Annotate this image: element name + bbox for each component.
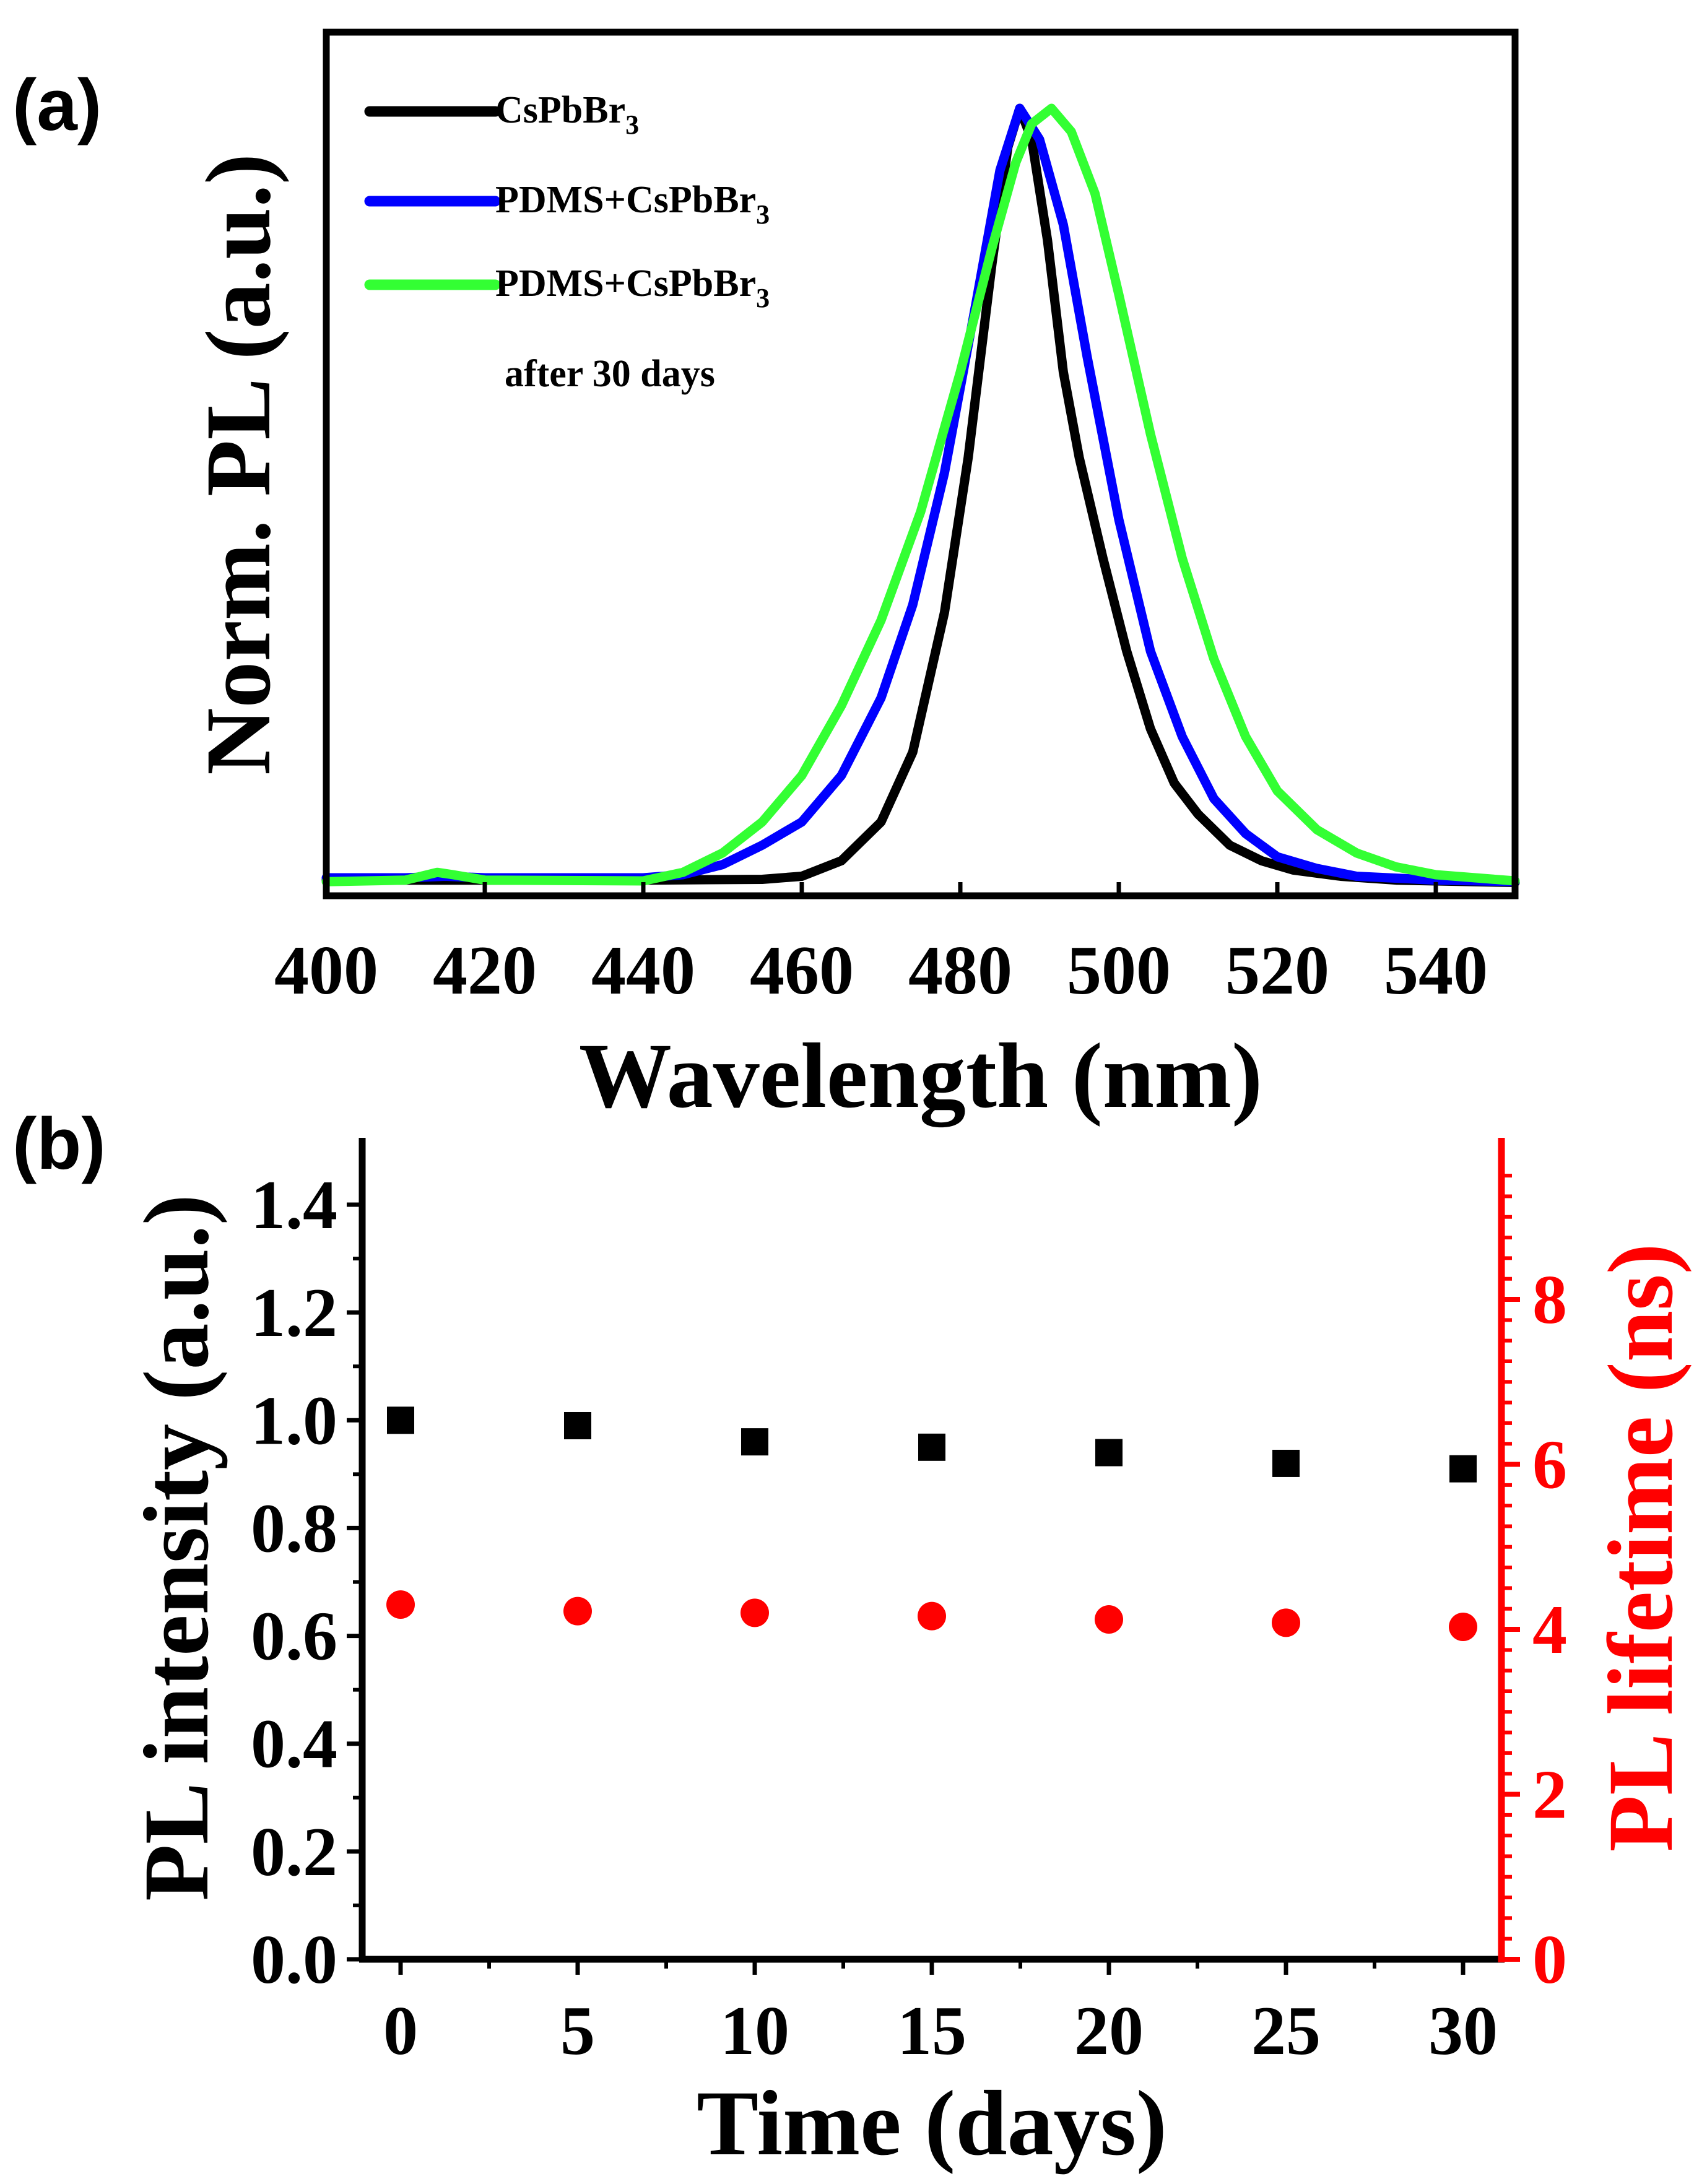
x-tick-label-a: 480	[908, 932, 1012, 1009]
y2-tick-label: 2	[1532, 1757, 1567, 1834]
x-tick-label: 5	[560, 1993, 595, 2069]
panel-a: (a) 400 420 440 460 480 500 520 540 Wavelength …	[12, 28, 1520, 1127]
intensity-point	[564, 1411, 591, 1439]
y-tick-label: 1.0	[251, 1382, 337, 1459]
y2-tick-label: 0	[1532, 1922, 1567, 1998]
x-tick-label: 10	[720, 1993, 789, 2069]
intensity-point	[1095, 1439, 1123, 1467]
x-axis-title-b: Time (days)	[697, 2072, 1167, 2175]
spectrum-curves	[321, 103, 1520, 887]
intensity-point	[918, 1433, 945, 1461]
y-tick-label: 0.8	[251, 1490, 337, 1567]
lifetime-point	[918, 1601, 946, 1631]
intensity-point	[1449, 1455, 1477, 1483]
legend-label-3: PDMS+CsPbBr3	[495, 262, 770, 313]
panel-a-label: (a)	[12, 64, 102, 146]
x-tick-label-a: 540	[1384, 932, 1488, 1009]
plot-a-frame	[323, 28, 1519, 899]
lifetime-point	[563, 1597, 592, 1626]
y-tick-label: 0.6	[251, 1598, 337, 1675]
intensity-point	[1272, 1449, 1300, 1477]
x-axis-title-a: Wavelength (nm)	[579, 1025, 1262, 1127]
axis-ticks-b: 0.0 0.2 0.4 0.6 0.8 1.0 1.2 1.4 0 5 10 15 20 25 30 0 2 4 6…	[251, 1167, 1567, 2069]
y-tick-label: 1.2	[251, 1275, 337, 1351]
x-tick-label: 30	[1428, 1993, 1498, 2069]
legend-label-main: CsPbBr	[495, 89, 625, 131]
y-axis-title-b: PL intensity (a.u.)	[125, 1194, 228, 1901]
series-line-3	[321, 103, 1520, 886]
lifetime-point	[386, 1590, 415, 1619]
legend-label-1: CsPbBr3	[495, 89, 639, 140]
y-tick-label: 0.2	[251, 1814, 337, 1891]
y2-axis-title-b: PL lifetime (ns)	[1589, 1243, 1692, 1852]
panel-b-label: (b)	[12, 1103, 106, 1185]
legend-label-subscript: 3	[756, 199, 770, 230]
y2-tick-label: 4	[1532, 1592, 1567, 1668]
legend-label-main: PDMS+CsPbBr	[495, 262, 756, 305]
x-tick-label-a: 460	[750, 932, 854, 1009]
x-tick-label-a: 400	[274, 932, 378, 1009]
y2-tick-label: 8	[1532, 1262, 1567, 1338]
intensity-point	[387, 1406, 414, 1434]
y-tick-label: 0.4	[251, 1706, 337, 1783]
x-tick-label: 0	[383, 1993, 418, 2069]
legend-label-subscript: 3	[625, 110, 639, 140]
intensity-point	[741, 1428, 768, 1456]
y2-tick-label: 6	[1532, 1427, 1567, 1504]
y-tick-label: 1.4	[251, 1167, 337, 1244]
y-axis-title-a: Norm. PL (a.u.)	[187, 154, 290, 775]
x-tick-label: 15	[897, 1993, 966, 2069]
x-axis-ticks-a: 400 420 440 460 480 500 520 540	[274, 882, 1488, 1009]
lifetime-point	[1095, 1605, 1123, 1634]
legend-label-main: PDMS+CsPbBr	[495, 179, 756, 221]
x-tick-label-a: 500	[1067, 932, 1171, 1009]
x-tick-label-a: 520	[1225, 932, 1329, 1009]
x-tick-label-a: 440	[591, 932, 695, 1009]
y-tick-label: 0.0	[251, 1922, 337, 1998]
series-line-1	[321, 103, 1520, 887]
x-tick-label: 25	[1251, 1993, 1321, 2069]
lifetime-point	[741, 1598, 769, 1627]
data-points	[386, 1406, 1477, 1642]
x-tick-label: 20	[1074, 1993, 1144, 2069]
lifetime-point	[1449, 1613, 1477, 1642]
legend-label-2: PDMS+CsPbBr3	[495, 179, 770, 230]
legend-note: after 30 days	[505, 353, 715, 395]
x-tick-label-a: 420	[433, 932, 537, 1009]
panel-b: (b) 0.00.20.40.60.81.01.21.40 5 10 15 20 25 30…	[12, 1103, 1692, 2175]
lifetime-point	[1272, 1608, 1300, 1637]
legend-label-subscript: 3	[756, 283, 770, 313]
